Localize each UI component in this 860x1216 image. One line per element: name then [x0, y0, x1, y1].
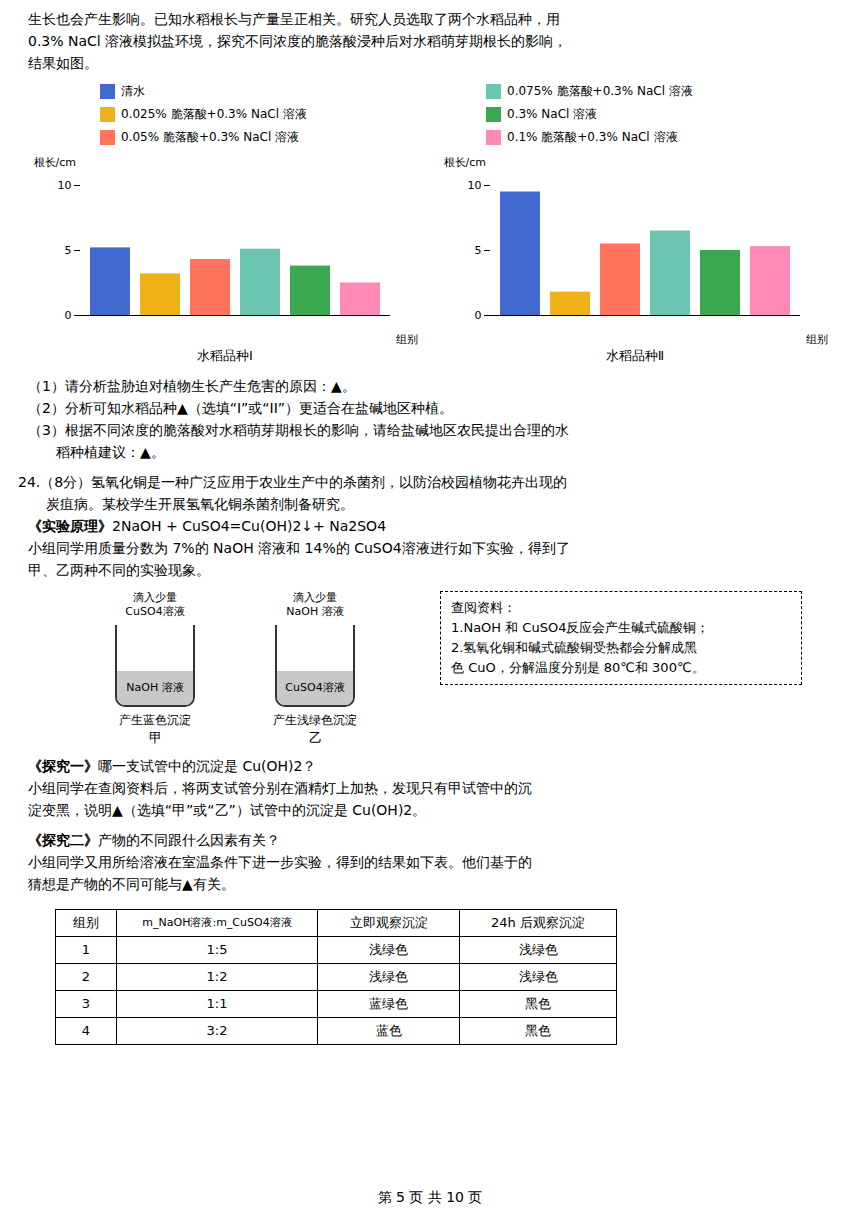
html-text:浅绿色: 浅绿色	[518, 969, 558, 984]
html-text:浅绿色: 浅绿色	[518, 942, 558, 957]
html-text:立即观察沉淀: 立即观察沉淀	[349, 915, 428, 930]
html-text:蓝色: 蓝色	[375, 1023, 402, 1038]
html-text:（1）请分析盐胁迫对植物生长产生危害的原因：▲。: （1）请分析盐胁迫对植物生长产生危害的原因：▲。	[28, 378, 356, 394]
html-text:色 CuO，分解温度分别是 80℃和 300℃。: 色 CuO，分解温度分别是 80℃和 300℃。	[451, 660, 705, 675]
html-text:0.3% NaCl 溶液: 0.3% NaCl 溶液	[507, 107, 598, 121]
svg-text:10: 10	[58, 179, 72, 192]
html-text:清水: 清水	[121, 84, 145, 98]
html-text:（2）分析可知水稻品种▲（选填“I”或“II”）更适合在盐碱: （2）分析可知水稻品种▲（选填“I”或“II”）更适合在盐碱地区种植。	[28, 400, 454, 416]
html-text:小组同学用质量分数为 7%的 NaOH 溶液和 14%的 C: 小组同学用质量分数为 7%的 NaOH 溶液和 14%的 CuSO4溶液进行如下…	[28, 540, 570, 556]
html-text:2.氢氧化铜和碱式硫酸铜受热都会分解成黑: 2.氢氧化铜和碱式硫酸铜受热都会分解成黑	[451, 640, 698, 655]
html-text:0.025% 脆落酸+0.3% NaCl 溶液: 0.025% 脆落酸+0.3% NaCl 溶液	[121, 107, 307, 121]
html-text:水稻品种Ⅰ: 水稻品种Ⅰ	[197, 348, 253, 363]
html-text:水稻品种Ⅱ: 水稻品种Ⅱ	[605, 348, 665, 363]
html-text:3: 3	[81, 996, 91, 1011]
html-text:蓝绿色: 蓝绿色	[369, 996, 408, 1011]
html-text:2: 2	[81, 969, 91, 984]
html-text:24h 后观察沉淀: 24h 后观察沉淀	[491, 915, 585, 930]
html-text:查阅资料：: 查阅资料：	[451, 600, 516, 615]
html-text:浅绿色: 浅绿色	[369, 969, 408, 984]
html-text:滴入少量: 滴入少量	[293, 591, 337, 604]
html-text:乙: 乙	[308, 730, 322, 745]
html-text:产生蓝色沉淀: 产生蓝色沉淀	[119, 713, 191, 727]
html-text:黑色: 黑色	[525, 996, 551, 1011]
svg-text:5: 5	[65, 244, 72, 257]
html-text:CuSO4溶液: CuSO4溶液	[285, 681, 345, 694]
html-text:组别: 组别	[73, 915, 99, 930]
svg-text:0: 0	[65, 309, 72, 322]
html-text:生长也会产生影响。已知水稻根长与产量呈正相关。研究人员选取了: 生长也会产生影响。已知水稻根长与产量呈正相关。研究人员选取了两个水稻品种，用	[28, 11, 560, 27]
html-text:CuSO4溶液: CuSO4溶液	[125, 605, 185, 618]
html-text:甲、乙两种不同的实验现象。: 甲、乙两种不同的实验现象。	[28, 562, 210, 578]
html-text:0.075% 脆落酸+0.3% NaCl 溶液: 0.075% 脆落酸+0.3% NaCl 溶液	[507, 84, 693, 98]
html-text:24.（8分）氢氧化铜是一种广泛应用于农业生产中的杀菌剂，以: 24.（8分）氢氧化铜是一种广泛应用于农业生产中的杀菌剂，以防治校园植物花卉出现…	[18, 474, 568, 490]
html-text:0.3% NaCl 溶液模拟盐环境，探究不同浓度的脆落酸浸种: 0.3% NaCl 溶液模拟盐环境，探究不同浓度的脆落酸浸种后对水稻萌芽期根长的…	[28, 33, 568, 49]
html-text:滴入少量: 滴入少量	[133, 591, 177, 604]
html-text:小组同学又用所给溶液在室温条件下进一步实验，得到的结果如下表: 小组同学又用所给溶液在室温条件下进一步实验，得到的结果如下表。他们基于的	[28, 854, 532, 870]
svg-text:5: 5	[475, 244, 482, 257]
html-text:《探究一》哪一支试管中的沉淀是 Cu(OH)2？: 《探究一》哪一支试管中的沉淀是 Cu(OH)2？	[28, 758, 317, 774]
html-text:1:5: 1:5	[206, 942, 228, 957]
svg-text:组别: 组别	[806, 333, 828, 346]
html-text:NaOH 溶液: NaOH 溶液	[286, 605, 344, 618]
svg-text:根长/cm: 根长/cm	[444, 156, 486, 169]
html-text:1: 1	[81, 942, 91, 957]
svg-text:10: 10	[468, 179, 482, 192]
html-text:4: 4	[81, 1023, 91, 1038]
html-text:《实验原理》2NaOH + CuSO4=Cu(OH)2↓+: 《实验原理》2NaOH + CuSO4=Cu(OH)2↓+ Na2SO4	[28, 518, 386, 534]
html-text:浅绿色: 浅绿色	[369, 942, 408, 957]
html-text:1:1: 1:1	[206, 996, 228, 1011]
html-text:3:2: 3:2	[206, 1023, 228, 1038]
html-text:黑色: 黑色	[525, 1023, 551, 1038]
svg-text:根长/cm: 根长/cm	[34, 156, 76, 169]
html-text:结果如图。: 结果如图。	[28, 55, 98, 71]
html-text:（3）根据不同浓度的脆落酸对水稻萌芽期根长的影响，请给盐碱地: （3）根据不同浓度的脆落酸对水稻萌芽期根长的影响，请给盐碱地区农民提出合理的水	[28, 422, 569, 438]
html-text:甲: 甲	[148, 730, 162, 745]
svg-text:组别: 组别	[396, 333, 418, 346]
html-text:第 5 页 共 10 页: 第 5 页 共 10 页	[377, 1189, 483, 1205]
html-text:产生浅绿色沉淀: 产生浅绿色沉淀	[273, 713, 357, 727]
html-text:《探究二》产物的不同跟什么因素有关？: 《探究二》产物的不同跟什么因素有关？	[28, 832, 280, 848]
html-text:1.NaOH 和 CuSO4反应会产生碱式硫酸铜；: 1.NaOH 和 CuSO4反应会产生碱式硫酸铜；	[451, 620, 710, 635]
html-text:稻种植建议：▲。: 稻种植建议：▲。	[28, 444, 165, 460]
html-text:0.05% 脆落酸+0.3% NaCl 溶液: 0.05% 脆落酸+0.3% NaCl 溶液	[121, 130, 300, 144]
html-text:淀变黑，说明▲（选填“甲”或“乙”）试管中的沉淀是 Cu(O: 淀变黑，说明▲（选填“甲”或“乙”）试管中的沉淀是 Cu(OH)2。	[28, 802, 427, 818]
svg-text:0: 0	[475, 309, 482, 322]
html-text:1:2: 1:2	[206, 969, 228, 984]
html-text:猜想是产物的不同可能与▲有关。: 猜想是产物的不同可能与▲有关。	[28, 876, 235, 892]
html-text:小组同学在查阅资料后，将两支试管分别在酒精灯上加热，发现只有: 小组同学在查阅资料后，将两支试管分别在酒精灯上加热，发现只有甲试管中的沉	[28, 780, 532, 796]
html-text:m_NaOH溶液:m_CuSO4溶液: m_NaOH溶液:m_CuSO4溶液	[142, 916, 292, 929]
html-text:0.1% 脆落酸+0.3% NaCl 溶液: 0.1% 脆落酸+0.3% NaCl 溶液	[507, 130, 678, 144]
html-text:炭疽病。某校学生开展氢氧化铜杀菌剂制备研究。: 炭疽病。某校学生开展氢氧化铜杀菌剂制备研究。	[18, 496, 354, 512]
html-text:NaOH 溶液: NaOH 溶液	[126, 681, 184, 694]
